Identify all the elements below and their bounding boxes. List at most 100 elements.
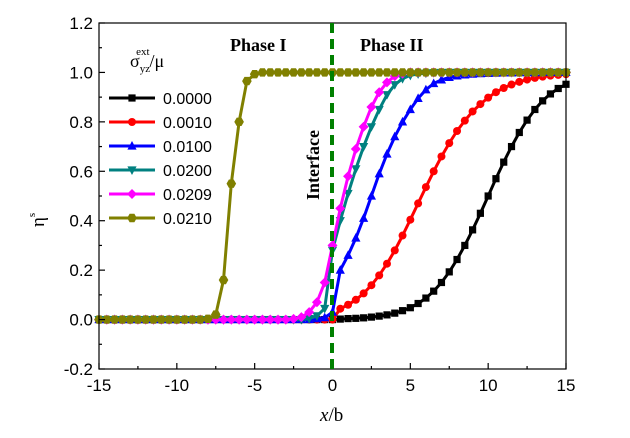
data-point <box>148 315 159 324</box>
legend-title-sup: ext <box>136 46 149 58</box>
data-point <box>351 165 361 174</box>
data-point <box>381 77 392 88</box>
data-point <box>514 68 525 77</box>
data-point <box>187 315 198 324</box>
data-point <box>360 314 368 322</box>
data-point <box>343 250 353 259</box>
data-point <box>304 68 314 77</box>
data-point <box>172 315 182 324</box>
data-point <box>445 268 453 276</box>
data-point <box>484 93 493 102</box>
data-point <box>374 105 384 115</box>
legend-label: 0.0100 <box>163 139 212 156</box>
data-point <box>498 68 509 77</box>
x-axis-title-italic: x <box>319 405 329 426</box>
interface-label: Interface <box>303 130 323 200</box>
data-point <box>460 68 470 77</box>
data-point <box>491 88 500 97</box>
data-point <box>436 68 447 77</box>
legend-entry: 0.0209 <box>109 187 212 204</box>
data-point <box>359 289 368 298</box>
data-point <box>265 68 276 77</box>
data-point <box>507 80 516 89</box>
data-point <box>367 281 376 290</box>
data-point <box>179 315 190 324</box>
data-point <box>406 304 414 312</box>
legend-label: 0.0209 <box>163 187 212 204</box>
data-point <box>452 68 462 77</box>
data-point <box>312 68 322 77</box>
data-point <box>359 213 369 222</box>
data-point <box>234 117 244 127</box>
data-point <box>257 68 268 77</box>
data-point <box>523 116 531 124</box>
data-point <box>226 314 237 325</box>
x-axis-title-rest: /b <box>328 405 343 426</box>
data-point <box>382 259 391 268</box>
data-point <box>507 142 516 151</box>
y-tick-label: 1.0 <box>69 63 93 82</box>
data-point <box>545 68 556 77</box>
data-point <box>125 315 135 324</box>
data-point <box>537 68 548 77</box>
x-tick-label: 10 <box>479 376 498 395</box>
data-point <box>390 81 400 90</box>
y-tick-label: 0.0 <box>69 311 93 330</box>
legend-entry: 0.0100 <box>109 139 212 156</box>
data-point <box>382 148 392 158</box>
data-point <box>234 314 245 325</box>
data-point <box>421 68 431 77</box>
y-tick-label: -0.2 <box>64 360 93 379</box>
legend-label: 0.0200 <box>163 163 212 180</box>
data-point <box>546 90 555 98</box>
data-point <box>413 93 423 102</box>
data-point <box>351 68 361 77</box>
data-point <box>375 271 384 280</box>
data-point <box>366 102 377 113</box>
data-point <box>281 68 291 77</box>
data-point <box>218 314 229 325</box>
data-point <box>421 84 431 94</box>
data-point <box>140 315 151 324</box>
data-point <box>304 307 315 318</box>
data-point <box>382 68 392 77</box>
data-point <box>390 131 400 141</box>
x-tick-label: 5 <box>406 376 415 395</box>
data-point <box>499 83 508 92</box>
data-point <box>429 167 438 176</box>
data-point <box>492 175 500 183</box>
data-point <box>312 312 322 321</box>
legend: σyz ext/μ 0.0000 0.0010 0.0100 0.0200 0.0209 0… <box>109 46 212 228</box>
legend-title-main: σ <box>130 51 140 71</box>
data-point <box>430 287 438 295</box>
data-point <box>288 313 299 324</box>
legend-entry: 0.0000 <box>109 91 212 108</box>
data-point <box>375 312 383 320</box>
data-point <box>241 314 252 325</box>
data-point <box>343 68 353 77</box>
data-point <box>319 277 330 288</box>
data-point <box>133 315 143 324</box>
data-point <box>460 116 469 125</box>
data-point <box>249 69 260 79</box>
data-point <box>304 314 314 324</box>
data-point <box>390 246 399 255</box>
x-tick-label: 0 <box>328 376 337 395</box>
y-tick-label: 0.4 <box>69 212 93 231</box>
data-point <box>531 105 539 114</box>
data-point <box>164 315 174 324</box>
data-point <box>391 309 399 317</box>
data-point <box>414 299 422 308</box>
data-point <box>351 233 361 242</box>
data-point <box>311 297 322 308</box>
data-point <box>366 123 377 132</box>
legend-marker <box>128 118 136 126</box>
data-point <box>320 312 330 322</box>
data-point <box>374 87 385 98</box>
data-point <box>203 314 213 324</box>
legend-marker <box>127 213 137 223</box>
data-point <box>366 68 377 77</box>
data-point <box>491 68 501 77</box>
x-tick-label: -10 <box>165 376 190 395</box>
